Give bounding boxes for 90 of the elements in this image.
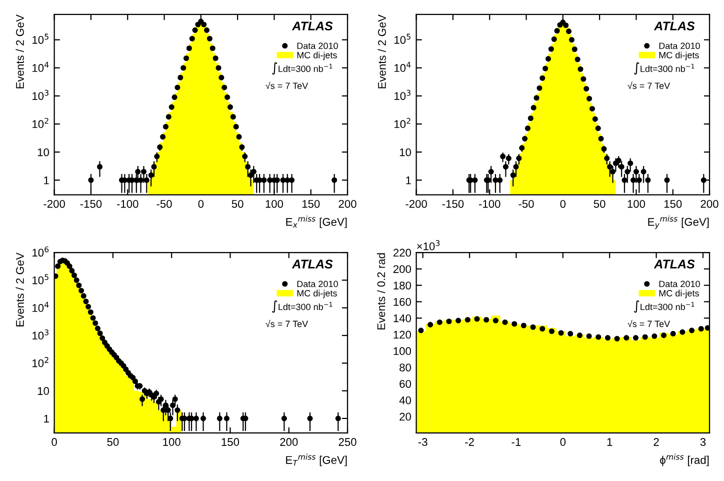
y-tick-label: 10$^{2}$: [32, 118, 48, 128]
annotation: ∫Ldt=300 nb$^{−1}$: [634, 62, 694, 75]
x-tick-label: -150: [442, 200, 464, 208]
y-tick-label: 10$^{3}$: [394, 90, 410, 100]
annotation: ATLAS: [292, 260, 333, 269]
annotation: √s = 7 TeV: [628, 320, 670, 328]
legend-label: MC di-jets: [297, 52, 337, 60]
legend-label: MC di-jets: [659, 52, 699, 60]
legend-label: Data 2010: [297, 42, 338, 50]
x-tick-label: 0: [198, 200, 204, 208]
annotation: √s = 7 TeV: [266, 320, 308, 328]
x-tick-label: 100: [163, 438, 180, 446]
legend-label: Data 2010: [659, 280, 700, 288]
annotation: √s = 7 TeV: [628, 82, 670, 90]
x-tick-label: 50: [232, 200, 244, 208]
y-axis-title: Events / 2 GeV: [16, 14, 24, 88]
x-tick-label: 200: [280, 438, 298, 446]
legend-label: MC di-jets: [297, 290, 337, 298]
annotation: ATLAS: [654, 22, 695, 30]
y-tick-label: 10$^{5}$: [32, 34, 48, 44]
y-tick-label: 10$^{6}$: [32, 246, 49, 257]
x-tick-label: 0: [560, 200, 566, 208]
y-tick-label: 100: [394, 347, 412, 356]
y-axis-title: Events / 2 GeV: [378, 14, 386, 88]
y-tick-label: 180: [394, 282, 412, 290]
y-tick-label: 60: [400, 380, 412, 388]
y-tick-label: 10: [400, 148, 412, 156]
y-tick-label: 10$^{3}$: [32, 329, 48, 340]
y-tick-label: 140: [394, 314, 412, 322]
annotation: √s = 7 TeV: [266, 82, 308, 90]
y-tick-label: 20: [400, 412, 412, 421]
x-tick-label: -100: [478, 200, 500, 208]
x-tick-label: 0: [52, 438, 57, 446]
x-axis-title: ϕ$^{miss}$ [rad]: [660, 454, 709, 466]
x-tick-label: 150: [664, 200, 682, 208]
y-tick-label: 160: [394, 298, 412, 306]
y-tick-label: 10$^{5}$: [394, 34, 410, 44]
y-tick-label: 10$^{2}$: [394, 118, 410, 128]
x-tick-label: 0: [560, 438, 566, 446]
y-axis-title: Events / 0.2 rad: [376, 253, 386, 330]
x-tick-label: 50: [594, 200, 606, 208]
y-tick-label: 10$^{4}$: [32, 302, 49, 312]
annotation: ATLAS: [292, 22, 333, 30]
y-tick-label: 10$^{5}$: [32, 274, 48, 284]
y-tick-label: 10: [38, 148, 50, 156]
x-tick-label: 200: [338, 200, 356, 208]
x-axis-title: E$_{y}$$^{miss}$ [GeV]: [648, 216, 709, 230]
y-tick-label: 1: [406, 176, 411, 184]
x-tick-label: 100: [266, 200, 284, 208]
y-tick-label: 10$^{2}$: [32, 357, 48, 368]
y-tick-label: 120: [394, 330, 412, 339]
y-tick-label: 220: [393, 248, 412, 257]
y-axis-title: Events / 2 GeV: [16, 252, 24, 326]
annotation: ∫Ldt=300 nb$^{−1}$: [634, 300, 694, 313]
legend-label: Data 2010: [659, 42, 700, 50]
legend-label: Data 2010: [297, 280, 338, 288]
x-tick-label: -50: [156, 200, 172, 208]
annotation: ∫Ldt=300 nb$^{−1}$: [272, 300, 332, 313]
x-tick-label: 50: [107, 438, 119, 446]
y-tick-label: 200: [393, 265, 412, 274]
x-tick-label: -200: [406, 200, 427, 208]
y-tick-label: 10$^{4}$: [32, 62, 49, 72]
x-tick-label: 200: [700, 200, 718, 208]
y-tick-label: 10: [38, 387, 50, 395]
y-tick-label: 10$^{3}$: [32, 90, 48, 100]
x-tick-label: -200: [44, 200, 65, 208]
x-tick-label: 150: [302, 200, 320, 208]
x-tick-label: 2: [654, 438, 659, 446]
x-tick-label: -1: [512, 438, 521, 446]
x-tick-label: 1: [607, 438, 612, 446]
x-tick-label: -2: [465, 438, 474, 446]
text: ×10$^{3}$: [417, 240, 440, 250]
y-tick-label: 1: [44, 414, 49, 422]
y-tick-label: 1: [44, 176, 49, 184]
annotation: ∫Ldt=300 nb$^{−1}$: [272, 62, 332, 75]
y-tick-label: 80: [400, 364, 412, 372]
x-tick-label: 250: [338, 438, 356, 446]
y-tick-label: 40: [399, 396, 412, 404]
x-tick-label: -3: [418, 438, 428, 446]
x-tick-label: 3: [700, 438, 706, 446]
x-tick-label: -50: [518, 200, 534, 208]
x-axis-title: E$_{x}$$^{miss}$ [GeV]: [286, 216, 347, 228]
annotation: ATLAS: [654, 260, 695, 269]
x-tick-label: -150: [80, 200, 102, 208]
x-tick-label: 100: [628, 200, 646, 208]
x-axis-title: E$_{T}$$^{miss}$ [GeV]: [286, 454, 347, 466]
y-tick-label: 10$^{4}$: [394, 62, 411, 72]
x-tick-label: 150: [222, 438, 240, 446]
legend-label: MC di-jets: [659, 290, 699, 298]
x-tick-label: -100: [116, 200, 138, 208]
